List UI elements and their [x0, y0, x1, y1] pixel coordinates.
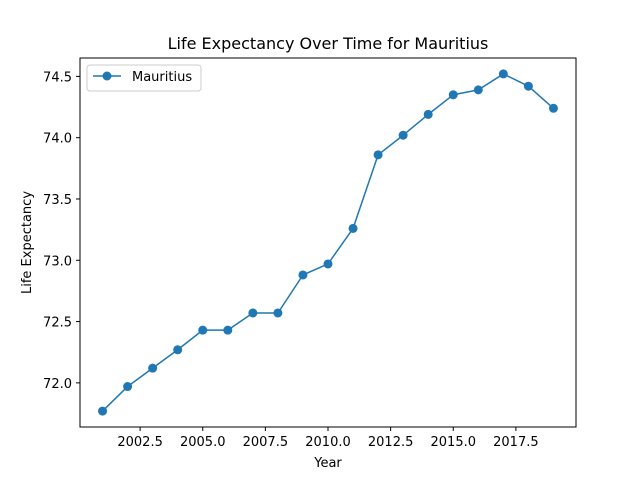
x-tick-label: 2007.5: [243, 435, 289, 450]
data-point: [248, 308, 258, 318]
data-point: [548, 103, 558, 113]
series-layer: [98, 69, 558, 416]
y-axis-label: Life Expectancy: [20, 191, 35, 294]
data-point: [223, 325, 233, 335]
chart-title: Life Expectancy Over Time for Mauritius: [168, 34, 489, 53]
x-axis-label: Year: [313, 456, 342, 471]
data-point: [148, 363, 158, 373]
data-point: [373, 150, 383, 160]
x-tick-label: 2017.5: [493, 435, 539, 450]
legend-label-mauritius: Mauritius: [132, 70, 192, 85]
data-point: [173, 345, 183, 355]
data-point: [123, 382, 133, 392]
x-axis: 2002.5 2005.0 2007.5 2010.0 2012.5 2015.0 2017…: [117, 427, 539, 450]
data-point: [198, 325, 208, 335]
legend: Mauritius: [86, 64, 202, 92]
y-axis: 72.0 72.5 73.0 73.5 74.0 74.5: [43, 70, 80, 392]
data-point: [98, 406, 108, 416]
data-point: [323, 259, 333, 269]
y-tick-label: 72.5: [43, 316, 72, 331]
data-point: [398, 130, 408, 140]
data-point: [448, 90, 458, 100]
legend-marker-mauritius: [102, 71, 112, 81]
series-line-mauritius: [102, 73, 554, 412]
data-point: [498, 69, 508, 79]
x-tick-label: 2015.0: [431, 435, 477, 450]
y-tick-label: 73.0: [43, 254, 72, 269]
data-point: [348, 223, 358, 233]
x-tick-label: 2005.0: [180, 435, 226, 450]
data-point: [523, 81, 533, 91]
data-point: [473, 85, 483, 95]
y-tick-label: 74.5: [43, 70, 72, 85]
y-tick-label: 73.5: [43, 193, 72, 208]
x-tick-label: 2010.0: [305, 435, 351, 450]
data-point: [298, 270, 308, 280]
y-tick-label: 72.0: [43, 377, 72, 392]
legend-box: [86, 64, 202, 92]
y-tick-label: 74.0: [43, 132, 72, 147]
data-point: [423, 109, 433, 119]
data-point: [273, 308, 283, 318]
x-tick-label: 2002.5: [117, 435, 163, 450]
x-tick-label: 2012.5: [368, 435, 414, 450]
